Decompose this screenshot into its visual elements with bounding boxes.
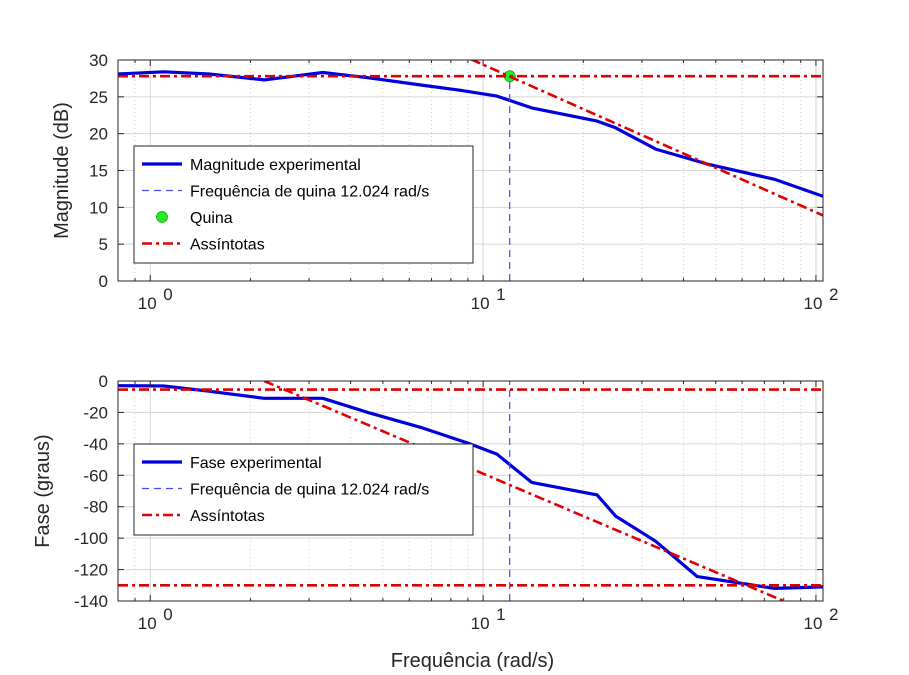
legend-box <box>133 145 474 264</box>
xtick-label-exponent: 1 <box>496 605 505 624</box>
axes-box <box>117 380 824 602</box>
xtick-label-exponent: 2 <box>829 285 838 304</box>
series-group <box>118 381 823 601</box>
series-magnitude-experimental-line-0 <box>118 70 823 198</box>
legend-label: Quina <box>190 210 233 227</box>
ytick-label: -80 <box>83 498 108 517</box>
ytick-label: 10 <box>89 198 108 217</box>
xtick-label-exponent: 1 <box>496 285 505 304</box>
ytick-label: -20 <box>83 403 108 422</box>
ytick-label: 30 <box>89 51 108 70</box>
ytick-label: -40 <box>83 435 108 454</box>
legend-label: Fase experimental <box>190 455 322 472</box>
xtick-label-exponent: 0 <box>163 605 172 624</box>
panel-phase: -140 -120 -100 -80 -60 -40 -20 0 10 0 10 1 10 2 Fase (… <box>32 372 838 672</box>
ytick-label: 0 <box>99 372 108 391</box>
y-axis-label: Magnitude (dB) <box>51 102 73 239</box>
xtick-label: 10 <box>138 294 157 313</box>
y-axis-label: Fase (graus) <box>32 434 54 547</box>
xtick-label: 10 <box>803 614 822 633</box>
legend-label: Assíntotas <box>190 237 265 254</box>
ytick-label: -120 <box>74 561 108 580</box>
legend-label: Frequência de quina 12.024 rad/s <box>190 482 429 499</box>
ytick-label: -100 <box>74 529 108 548</box>
ytick-label: -60 <box>83 466 108 485</box>
xtick-label: 10 <box>471 614 490 633</box>
series-assintota-line-4 <box>470 60 823 217</box>
ytick-label: 25 <box>89 88 108 107</box>
legend: Magnitude experimental Frequência de quin… <box>133 145 474 264</box>
ytick-label: 15 <box>89 162 108 181</box>
xtick-label: 10 <box>138 614 157 633</box>
ytick-label: 5 <box>99 235 108 254</box>
ytick-label: 0 <box>99 272 108 291</box>
ytick-label: 20 <box>89 125 108 144</box>
xtick-label-exponent: 2 <box>829 605 838 624</box>
xtick-label-exponent: 0 <box>163 285 172 304</box>
legend-label: Frequência de quina 12.024 rad/s <box>190 184 429 201</box>
legend: Fase experimental Frequência de quina 12.… <box>133 443 474 536</box>
legend-swatch-marker <box>156 211 168 223</box>
series-group <box>118 60 823 281</box>
xtick-label: 10 <box>803 294 822 313</box>
legend-label: Magnitude experimental <box>190 157 361 174</box>
ytick-label: -140 <box>74 592 108 611</box>
x-axis-label: Frequência (rad/s) <box>391 650 554 672</box>
series-fase-experimental-line-0 <box>118 384 823 591</box>
xtick-label: 10 <box>471 294 490 313</box>
series-assintota-line-4 <box>263 381 785 601</box>
legend-label: Assíntotas <box>190 508 265 525</box>
panel-magnitude: 0 5 10 15 20 25 30 10 0 10 1 10 2 Magnitude (dB) Magni… <box>51 51 838 313</box>
legend-box <box>133 443 474 536</box>
